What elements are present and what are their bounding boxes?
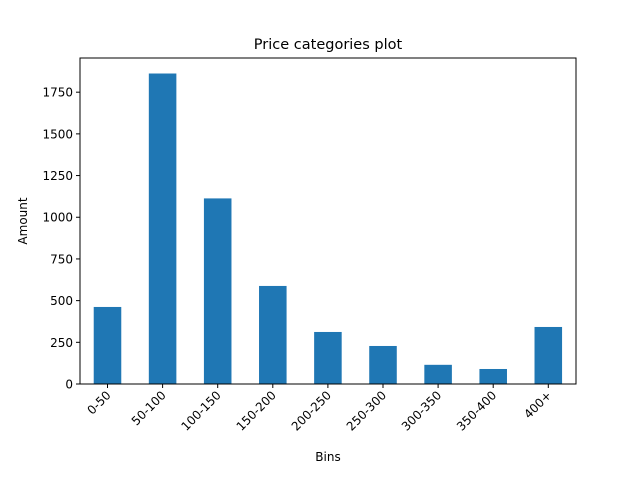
bar-250-300: [369, 345, 397, 384]
y-tick-label: 1500: [42, 127, 73, 141]
y-tick-label: 1750: [42, 86, 73, 100]
bar-200-250: [314, 331, 342, 384]
y-tick-label: 500: [50, 294, 73, 308]
bar-300-350: [424, 364, 452, 384]
bar-400+: [534, 326, 563, 384]
y-tick-label: 750: [50, 252, 73, 266]
bar-50-100: [148, 73, 177, 384]
y-tick-label: 1000: [42, 211, 73, 225]
plot-frame: [79, 57, 577, 385]
bar-100-150: [203, 198, 232, 384]
y-tick-label: 0: [65, 378, 73, 392]
y-tick-label: 250: [50, 336, 73, 350]
bar-350-400: [479, 368, 507, 384]
bars-group: [93, 73, 563, 384]
y-axis-label: Amount: [16, 197, 30, 244]
bar-0-50: [93, 306, 122, 384]
chart-title: Price categories plot: [254, 37, 403, 53]
y-tick-label: 1250: [42, 169, 73, 183]
y-axis-ticks: 0 250 500 750 1000 1250 1500 1750: [42, 86, 80, 392]
x-axis-label: Bins: [315, 450, 340, 464]
bar-150-200: [259, 285, 287, 384]
